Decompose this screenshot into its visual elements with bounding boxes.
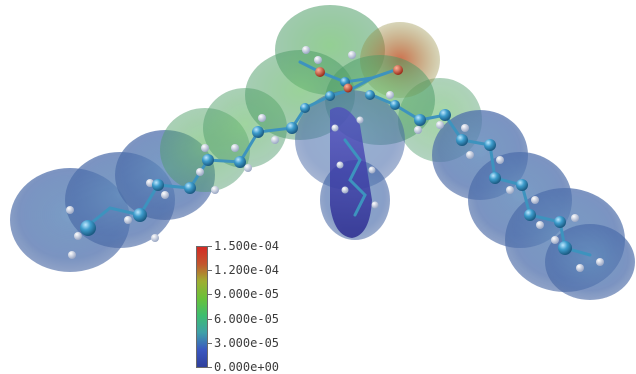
colorbar-tick-label: 6.000e-05 [214, 312, 280, 326]
colorbar-tick-mark [208, 367, 212, 368]
colorbar [196, 246, 208, 368]
colorbar-tick-label: 1.500e-04 [214, 239, 280, 253]
colorbar-tick-mark [208, 270, 212, 271]
colorbar-tick-label: 9.000e-05 [214, 287, 280, 301]
colorbar-tick-mark [208, 343, 212, 344]
colorbar-tick-mark [208, 246, 212, 247]
colorbar-tick-mark [208, 294, 212, 295]
colorbar-tick-label: 1.200e-04 [214, 263, 280, 277]
hydrogen-atoms [66, 46, 604, 272]
colorbar-tick-label: 0.000e+00 [214, 360, 280, 374]
oxygen-atoms [315, 65, 403, 93]
colorbar-tick-mark [208, 319, 212, 320]
carbon-atoms [80, 77, 572, 255]
colorbar-tick-label: 3.000e-05 [214, 336, 280, 350]
right-tail-surface [398, 78, 635, 300]
